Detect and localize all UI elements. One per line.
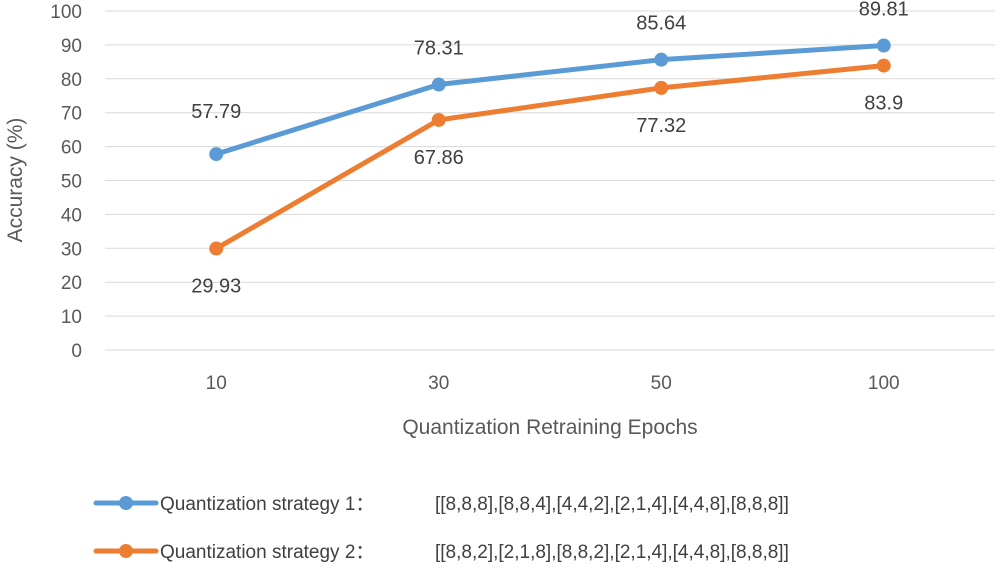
data-point [209, 147, 224, 162]
y-tick-label: 0 [71, 341, 82, 362]
x-tick-label: 100 [868, 373, 900, 394]
series-1: 57.79 78.31 85.64 89.81 [191, 0, 909, 162]
y-tick-label: 100 [50, 2, 82, 23]
y-tick-label: 80 [61, 70, 82, 91]
data-label: 67.86 [414, 147, 464, 169]
y-tick-label: 50 [61, 172, 82, 193]
y-axis-title: Accuracy (%) [4, 118, 27, 243]
legend-config: [[8,8,2],[2,1,8],[8,8,2],[2,1,4],[4,4,8]… [435, 542, 789, 563]
data-label: 89.81 [859, 0, 909, 21]
series-line [213, 63, 887, 252]
y-tick-label: 10 [61, 307, 82, 328]
legend: Quantization strategy 1： [[8,8,8],[8,8,4]… [93, 494, 789, 563]
x-axis-title: Quantization Retraining Epochs [402, 416, 697, 439]
legend-label: Quantization strategy 2： [160, 542, 374, 563]
grid [105, 10, 995, 351]
legend-swatch-marker [119, 496, 133, 510]
data-point [876, 58, 891, 73]
x-tick-label: 10 [206, 373, 227, 394]
data-label: 57.79 [191, 101, 241, 123]
data-point [654, 52, 669, 67]
y-tick-label: 90 [61, 36, 82, 57]
legend-swatch-marker [119, 544, 133, 558]
data-label: 83.9 [864, 93, 903, 115]
data-label: 78.31 [414, 38, 464, 60]
y-axis-ticks: 0 10 20 30 40 50 60 70 80 90 100 [50, 2, 82, 362]
data-point [209, 241, 224, 256]
legend-item: Quantization strategy 2： [[8,8,2],[2,1,8]… [93, 542, 789, 563]
y-tick-label: 30 [61, 239, 82, 260]
series-line [213, 43, 887, 157]
x-axis-ticks: 10 30 50 100 [206, 373, 900, 394]
y-tick-label: 60 [61, 138, 82, 159]
data-point [654, 80, 669, 95]
data-point [431, 77, 446, 92]
y-tick-label: 40 [61, 205, 82, 226]
data-label: 29.93 [191, 276, 241, 298]
y-tick-label: 70 [61, 104, 82, 125]
legend-config: [[8,8,8],[8,8,4],[4,4,2],[2,1,4],[4,4,8]… [435, 494, 789, 515]
data-label: 85.64 [636, 13, 686, 35]
y-tick-label: 20 [61, 273, 82, 294]
data-point [431, 112, 446, 127]
legend-label: Quantization strategy 1： [160, 494, 374, 515]
legend-item: Quantization strategy 1： [[8,8,8],[8,8,4]… [93, 494, 789, 515]
data-label: 77.32 [636, 115, 686, 137]
x-tick-label: 50 [651, 373, 672, 394]
series-group: 57.79 78.31 85.64 89.81 29.93 67.86 77.32 83.9 [191, 0, 909, 298]
x-tick-label: 30 [428, 373, 449, 394]
series-2: 29.93 67.86 77.32 83.9 [191, 58, 903, 298]
data-point [876, 38, 891, 53]
